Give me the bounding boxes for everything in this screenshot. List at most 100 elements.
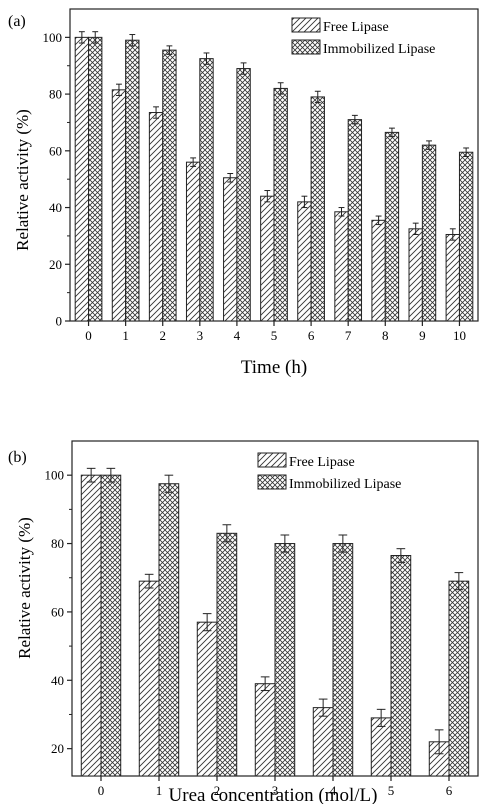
- panel-b-error-bar: [338, 534, 348, 553]
- panel-a-x-tick-label: 9: [419, 328, 426, 343]
- panel-a-error-bar: [92, 31, 99, 44]
- panel-a-x-tick-label: 5: [271, 328, 278, 343]
- panel-a-error-bar: [463, 147, 470, 157]
- panel-b-legend-swatch-immobilized: [257, 474, 287, 490]
- panel-a-bar-free: [371, 219, 386, 322]
- panel-a-y-tick-label: 100: [43, 30, 63, 45]
- panel-a-y-tick-label: 60: [49, 143, 62, 158]
- panel-a-bar-immobilized: [199, 58, 214, 322]
- panel-b-error-bar: [106, 467, 116, 483]
- panel-b-x-tick-label: 3: [272, 783, 279, 798]
- panel-b-legend-label-free: Free Lipase: [289, 455, 355, 470]
- panel-b-bar-immobilized: [448, 580, 470, 777]
- panel-b-bar-immobilized: [390, 555, 412, 777]
- panel-b-bar-free: [254, 683, 276, 777]
- panel-b-x-tick-label: 1: [156, 783, 163, 798]
- panel-a-error-bar: [129, 34, 136, 47]
- panel-b-y-tick-label: 40: [51, 673, 64, 688]
- panel-a-x-tick-label: 2: [159, 328, 166, 343]
- panel-a-x-tick-label: 8: [382, 328, 389, 343]
- panel-b-bar-immobilized: [216, 532, 238, 777]
- panel-b-error-bar: [318, 698, 328, 717]
- panel-b-xlabel: Urea concentration (mol/L): [169, 785, 378, 804]
- panel-a-x-tick-label: 6: [308, 328, 315, 343]
- panel-a-x-tick-label: 1: [122, 328, 129, 343]
- panel-a-bar-immobilized: [236, 68, 251, 322]
- panel-b-y-tick-label: 100: [45, 468, 65, 483]
- panel-b-bar-immobilized: [274, 543, 296, 777]
- panel-a-bar-free: [74, 36, 90, 322]
- panel-a-bar-free: [297, 201, 312, 322]
- panel-a-bar-free: [111, 89, 127, 322]
- panel-b-error-bar: [86, 467, 96, 483]
- panel-a-error-bar: [301, 195, 308, 209]
- panel-a-bar-free: [334, 211, 349, 322]
- panel-a-bar-immobilized: [125, 39, 140, 322]
- panel-a-error-bar: [78, 31, 85, 44]
- panel-b: (b) Relative activity (%) Urea concentra…: [8, 440, 479, 804]
- panel-b-bar-free: [138, 580, 160, 777]
- panel-a-bar-free: [148, 112, 164, 322]
- panel-b-x-tick-label: 0: [98, 783, 105, 798]
- panel-b-error-bar: [202, 613, 212, 632]
- panel-b-x-tick-label: 6: [446, 783, 453, 798]
- panel-a-bar-immobilized: [458, 151, 474, 322]
- panel-b-plot: 20 40 60 80 100 0 1 2 3 4 5 6 Free Lipase Immobilized…: [45, 440, 479, 798]
- panel-a-error-bar: [412, 222, 419, 235]
- panel-a-y-tick-label: 80: [49, 87, 62, 102]
- panel-b-bar-immobilized: [100, 474, 122, 777]
- panel-b-bar-free: [196, 621, 218, 777]
- panel-a-xlabel: Time (h): [241, 357, 307, 378]
- panel-a-error-bar: [277, 82, 284, 95]
- panel-a-error-bar: [351, 114, 358, 125]
- panel-b-x-tick-label: 5: [388, 783, 395, 798]
- panel-a-error-bar: [338, 207, 345, 217]
- panel-a-y-tick-label: 40: [49, 200, 62, 215]
- panel-a-bar-free: [185, 161, 201, 322]
- panel-b-error-bar: [260, 676, 270, 692]
- panel-a-error-bar: [240, 62, 247, 75]
- panel-a-bar-immobilized: [310, 96, 325, 322]
- panel-a-y-tick-label: 0: [56, 314, 63, 329]
- panel-a-label: (a): [8, 13, 26, 30]
- panel-b-ylabel: Relative activity (%): [15, 517, 34, 659]
- panel-a-x-tick-label: 7: [345, 328, 352, 343]
- panel-a-legend-swatch-immobilized: [291, 39, 321, 55]
- panel-a-bar-free: [260, 195, 275, 322]
- panel-a-error-bar: [203, 52, 210, 65]
- panel-b-legend-swatch-free: [257, 452, 287, 468]
- panel-a-legend-label-free: Free Lipase: [323, 20, 389, 35]
- panel-a-error-bar: [116, 83, 122, 97]
- panel-a: (a) Relative activity (%) Time (h) 02040…: [8, 8, 479, 378]
- panel-b-bar-immobilized: [158, 483, 180, 777]
- panel-a-error-bar: [449, 228, 456, 241]
- panel-b-error-bar: [376, 708, 386, 727]
- panel-b-error-bar: [222, 524, 232, 543]
- panel-a-bar-immobilized: [273, 87, 288, 322]
- panel-b-label: (b): [8, 449, 27, 466]
- panel-b-error-bar: [280, 534, 290, 553]
- panel-a-bar-free: [445, 233, 460, 322]
- panel-b-error-bar: [434, 729, 444, 755]
- panel-a-error-bar: [375, 215, 382, 226]
- panel-a-bar-immobilized: [162, 49, 177, 322]
- panel-b-error-bar: [144, 573, 154, 589]
- panel-b-error-bar: [454, 572, 464, 591]
- panel-a-error-bar: [264, 190, 271, 203]
- panel-a-bar-immobilized: [384, 131, 400, 322]
- panel-a-legend-label-immobilized: Immobilized Lipase: [323, 42, 435, 57]
- panel-a-x-tick-label: 10: [453, 328, 466, 343]
- panel-a-plot: 0 20 40 60 80 100 0 1 2 3 4 5 6 7 8 9 10 Free Lipase Immob…: [43, 8, 479, 343]
- panel-a-bar-free: [408, 228, 423, 322]
- panel-b-bar-free: [312, 707, 334, 777]
- panel-b-y-tick-label: 60: [51, 604, 64, 619]
- panel-b-bar-free: [80, 474, 102, 777]
- panel-a-error-bar: [166, 45, 173, 55]
- panel-b-legend-label-immobilized: Immobilized Lipase: [289, 477, 401, 492]
- panel-b-error-bar: [396, 548, 406, 563]
- panel-a-error-bar: [227, 173, 234, 183]
- panel-a-ylabel: Relative activity (%): [13, 109, 32, 251]
- panel-b-x-tick-label: 4: [330, 783, 337, 798]
- panel-a-x-tick-label: 4: [234, 328, 241, 343]
